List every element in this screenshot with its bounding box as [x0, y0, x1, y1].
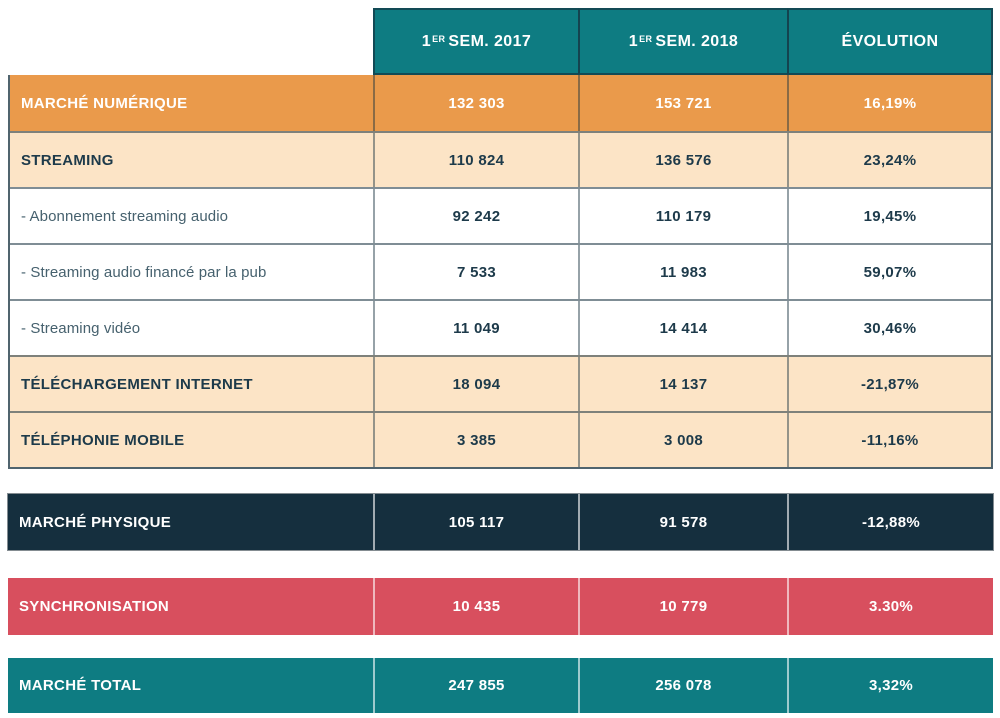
summary-row-marche-total: MARCHÉ TOTAL 247 855 256 078 3,32%	[8, 658, 993, 713]
value-sem1-2017: 11 049	[373, 301, 578, 355]
table-body: MARCHÉ NUMÉRIQUE 132 303 153 721 16,19% …	[8, 75, 993, 469]
value-evolution: -11,16%	[787, 413, 991, 467]
header-col-sem1-2017-text: SEM. 2017	[448, 32, 532, 50]
value-sem1-2017: 247 855	[373, 658, 578, 713]
value-evolution: 23,24%	[787, 133, 991, 187]
value-sem1-2017: 3 385	[373, 413, 578, 467]
summary-row-synchronisation: SYNCHRONISATION 10 435 10 779 3.30%	[8, 578, 993, 635]
value-evolution: 16,19%	[787, 75, 991, 131]
table-row-abonnement-streaming-audio: - Abonnement streaming audio 92 242 110 …	[10, 187, 991, 243]
value-sem1-2017: 10 435	[373, 578, 578, 635]
value-sem1-2018: 11 983	[578, 245, 787, 299]
header-col-evolution-text: ÉVOLUTION	[841, 32, 939, 50]
value-sem1-2017: 92 242	[373, 189, 578, 243]
header-col-sem1-2018: 1 ER SEM. 2018	[578, 8, 787, 75]
header-col-sem1-2017-sup: ER	[432, 33, 446, 44]
header-col-sem1-2017-prefix: 1	[421, 32, 432, 50]
value-sem1-2018: 14 414	[578, 301, 787, 355]
value-sem1-2018: 110 179	[578, 189, 787, 243]
header-col-sem1-2018-text: SEM. 2018	[655, 32, 739, 50]
row-label: MARCHÉ PHYSIQUE	[19, 513, 172, 531]
table-header-row: 1 ER SEM. 2017 1 ER SEM. 2018 ÉVOLUTION	[8, 8, 993, 75]
value-sem1-2018: 10 779	[578, 578, 787, 635]
row-label: SYNCHRONISATION	[19, 598, 170, 615]
table-row-streaming: STREAMING 110 824 136 576 23,24%	[10, 131, 991, 187]
row-label: - Streaming vidéo	[21, 319, 141, 337]
row-label: TÉLÉPHONIE MOBILE	[21, 431, 185, 449]
table-row-telephonie-mobile: TÉLÉPHONIE MOBILE 3 385 3 008 -11,16%	[10, 411, 991, 467]
row-label: - Abonnement streaming audio	[21, 207, 229, 225]
summary-row-marche-physique: MARCHÉ PHYSIQUE 105 117 91 578 -12,88%	[8, 494, 993, 550]
row-label: STREAMING	[21, 151, 114, 169]
header-col-sem1-2017: 1 ER SEM. 2017	[373, 8, 578, 75]
value-sem1-2017: 110 824	[373, 133, 578, 187]
value-sem1-2017: 132 303	[373, 75, 578, 131]
value-evolution: 59,07%	[787, 245, 991, 299]
row-label: - Streaming audio financé par la pub	[21, 263, 267, 281]
value-evolution: 3.30%	[787, 578, 993, 635]
value-sem1-2018: 136 576	[578, 133, 787, 187]
table-row-streaming-video: - Streaming vidéo 11 049 14 414 30,46%	[10, 299, 991, 355]
header-col-sem1-2018-sup: ER	[639, 33, 653, 44]
header-col-sem1-2018-prefix: 1	[628, 32, 639, 50]
value-sem1-2018: 14 137	[578, 357, 787, 411]
row-label: MARCHÉ TOTAL	[19, 677, 142, 694]
value-sem1-2017: 105 117	[373, 494, 578, 550]
value-sem1-2017: 18 094	[373, 357, 578, 411]
value-sem1-2018: 153 721	[578, 75, 787, 131]
value-sem1-2018: 256 078	[578, 658, 787, 713]
value-evolution: 3,32%	[787, 658, 993, 713]
header-col-evolution: ÉVOLUTION	[787, 8, 993, 75]
row-label: TÉLÉCHARGEMENT INTERNET	[21, 375, 253, 393]
table-row-streaming-audio-pub: - Streaming audio financé par la pub 7 5…	[10, 243, 991, 299]
header-corner-blank	[8, 8, 373, 75]
value-sem1-2017: 7 533	[373, 245, 578, 299]
value-evolution: -21,87%	[787, 357, 991, 411]
table-row-marche-numerique: MARCHÉ NUMÉRIQUE 132 303 153 721 16,19%	[10, 75, 991, 131]
value-evolution: 30,46%	[787, 301, 991, 355]
table-row-telechargement-internet: TÉLÉCHARGEMENT INTERNET 18 094 14 137 -2…	[10, 355, 991, 411]
value-evolution: 19,45%	[787, 189, 991, 243]
row-label: MARCHÉ NUMÉRIQUE	[21, 94, 188, 112]
digital-market-table: 1 ER SEM. 2017 1 ER SEM. 2018 ÉVOLUTION MARC…	[8, 8, 993, 469]
value-sem1-2018: 91 578	[578, 494, 787, 550]
value-sem1-2018: 3 008	[578, 413, 787, 467]
value-evolution: -12,88%	[787, 494, 993, 550]
